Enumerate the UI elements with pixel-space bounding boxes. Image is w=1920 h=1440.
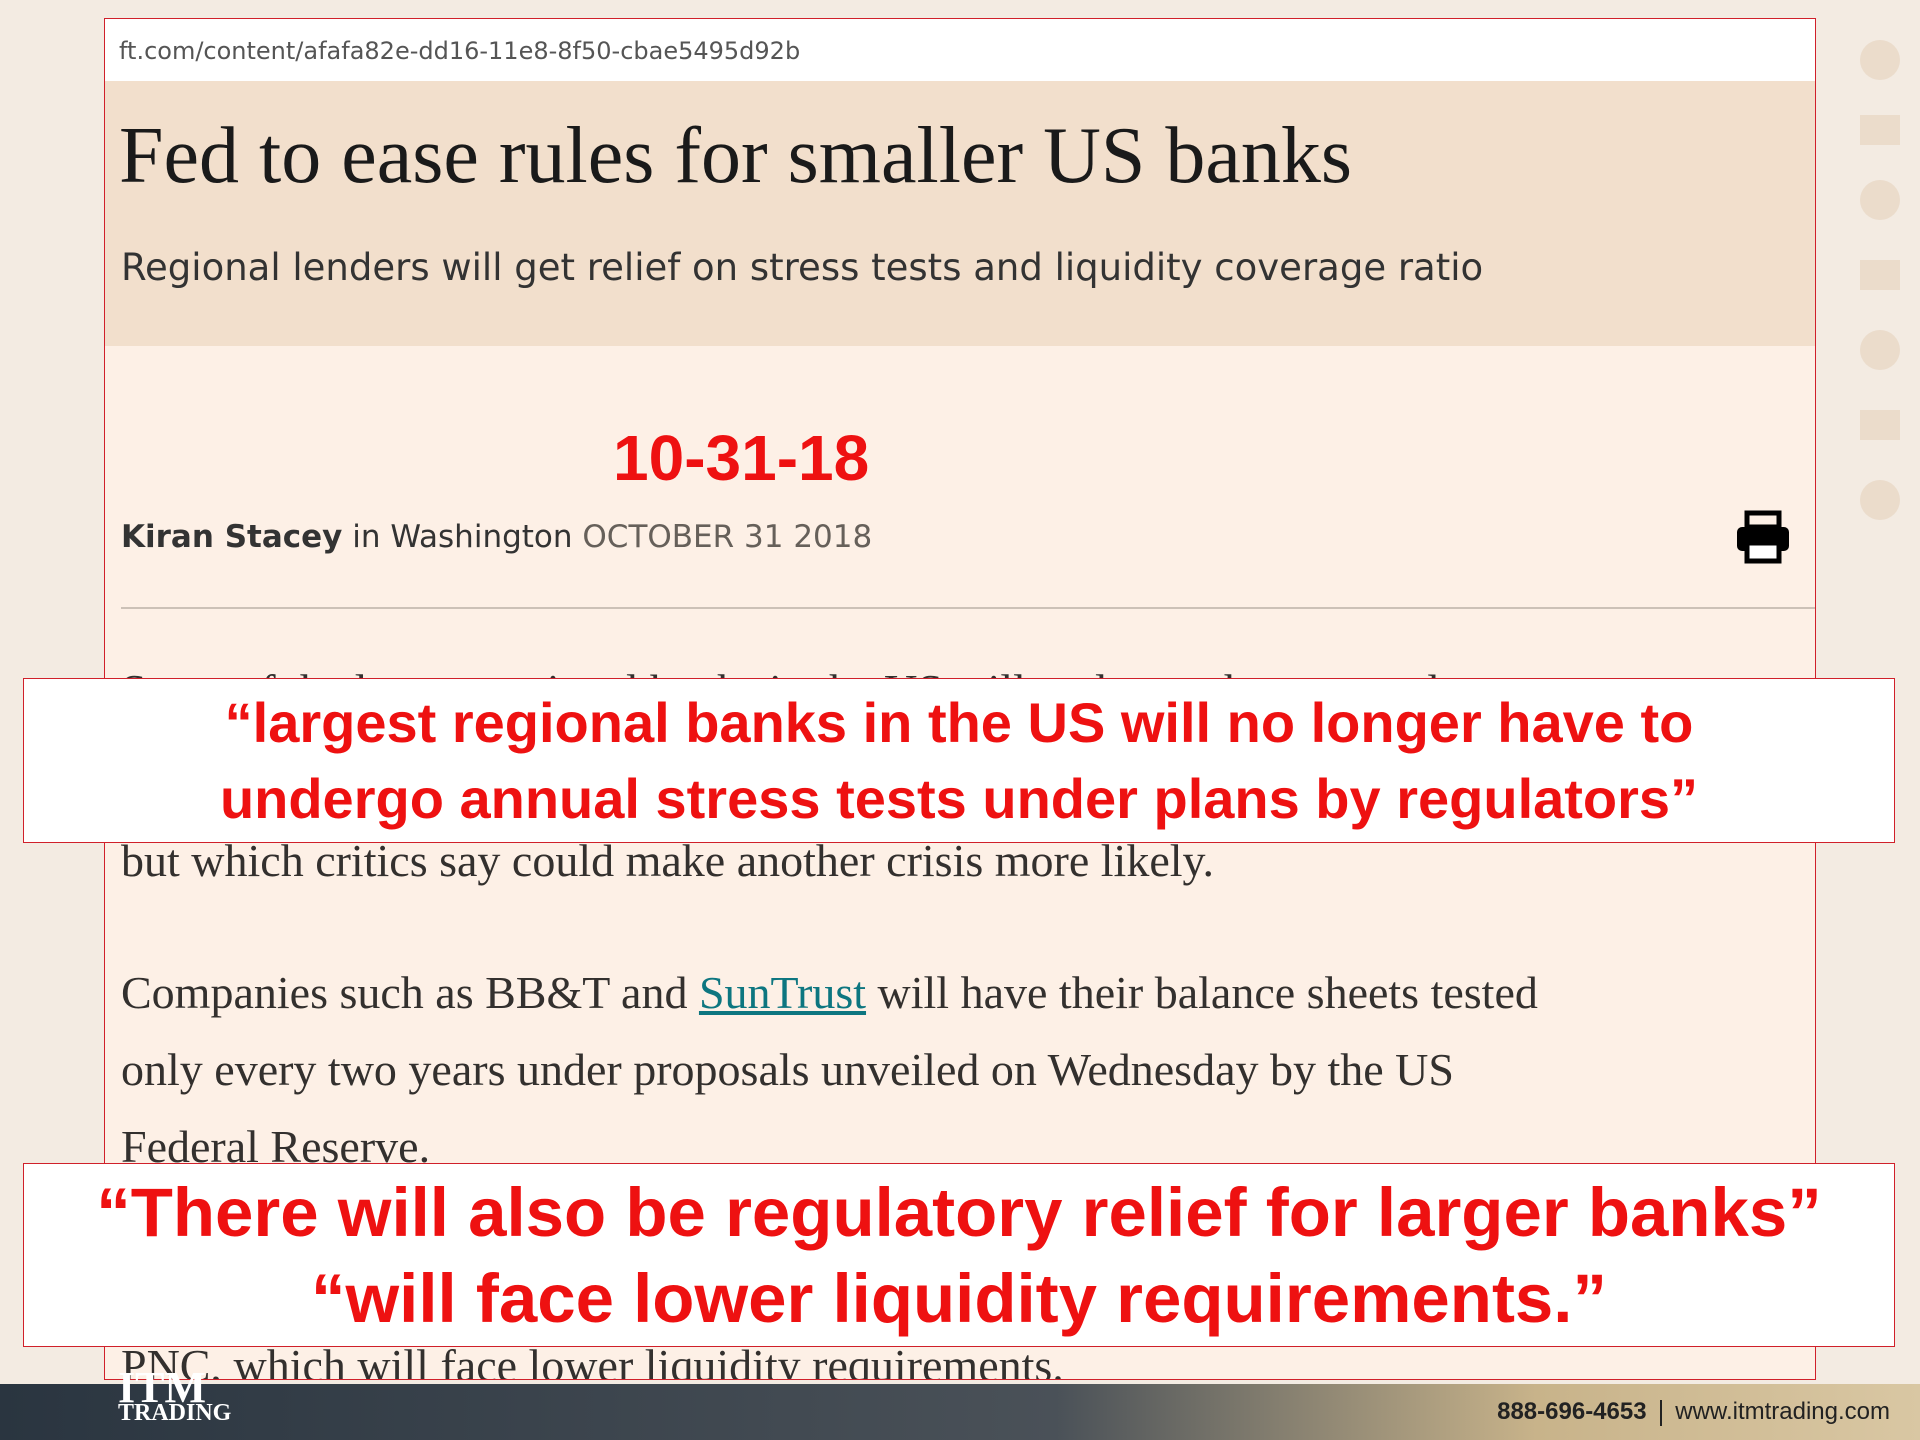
contact: 888-696-4653 www.itmtrading.com bbox=[1497, 1398, 1890, 1426]
link[interactable]: SunTrust bbox=[698, 967, 867, 1018]
headline: Fed to ease rules for smaller US banks bbox=[119, 112, 1353, 200]
print-icon[interactable] bbox=[1735, 509, 1791, 565]
callout-line: undergo annual stress tests under plans … bbox=[219, 767, 1699, 830]
website[interactable]: www.itmtrading.com bbox=[1675, 1398, 1890, 1425]
author[interactable]: Kiran Stacey bbox=[121, 519, 343, 555]
callout-line: “will face lower liquidity requirements.… bbox=[311, 1260, 1607, 1337]
phone: 888-696-4653 bbox=[1497, 1398, 1647, 1425]
url[interactable]: ft.com/content/afafa82e-dd16-11e8-8f50-c… bbox=[119, 37, 801, 65]
date-annotation: 10-31-18 bbox=[613, 422, 870, 494]
separator bbox=[1659, 1399, 1662, 1426]
logo-text: TRADING bbox=[118, 1400, 232, 1426]
text: Companies such as BB&T and bbox=[121, 967, 699, 1018]
callout-line: “largest regional banks in the US will n… bbox=[224, 691, 1694, 754]
byline-date: OCTOBER 31 2018 bbox=[582, 519, 873, 555]
callout-line: “There will also be regulatory relief fo… bbox=[96, 1174, 1822, 1251]
header: Fed to ease rules for smaller US banks R… bbox=[105, 81, 1815, 346]
location: in Washington bbox=[352, 519, 573, 555]
url-bar: ft.com/content/afafa82e-dd16-11e8-8f50-c… bbox=[105, 19, 1815, 81]
byline: Kiran Stacey in Washington OCTOBER 31 20… bbox=[121, 519, 872, 555]
subtitle: Regional lenders will get relief on stre… bbox=[121, 246, 1484, 289]
hidden-line: but which critics say could make another… bbox=[121, 835, 1215, 886]
divider bbox=[121, 607, 1815, 609]
callout: “There will also be regulatory relief fo… bbox=[23, 1163, 1895, 1347]
paragraph: Companies such as BB&T and SunTrust will… bbox=[121, 954, 1538, 1185]
logo-mark: ITM bbox=[118, 1363, 206, 1412]
paragraph-line: only every two years under proposals unv… bbox=[121, 1044, 1454, 1095]
callout: “largest regional banks in the US will n… bbox=[23, 678, 1895, 843]
text: will have their balance sheets tested bbox=[866, 967, 1538, 1018]
decor-shapes bbox=[1860, 40, 1900, 520]
footer: ITM TRADING 888-696-4653 www.itmtrading.… bbox=[0, 1363, 1920, 1440]
decor bbox=[1860, 40, 1900, 520]
paragraph-line: Companies such as BB&T and SunTrust will… bbox=[121, 954, 1538, 1031]
